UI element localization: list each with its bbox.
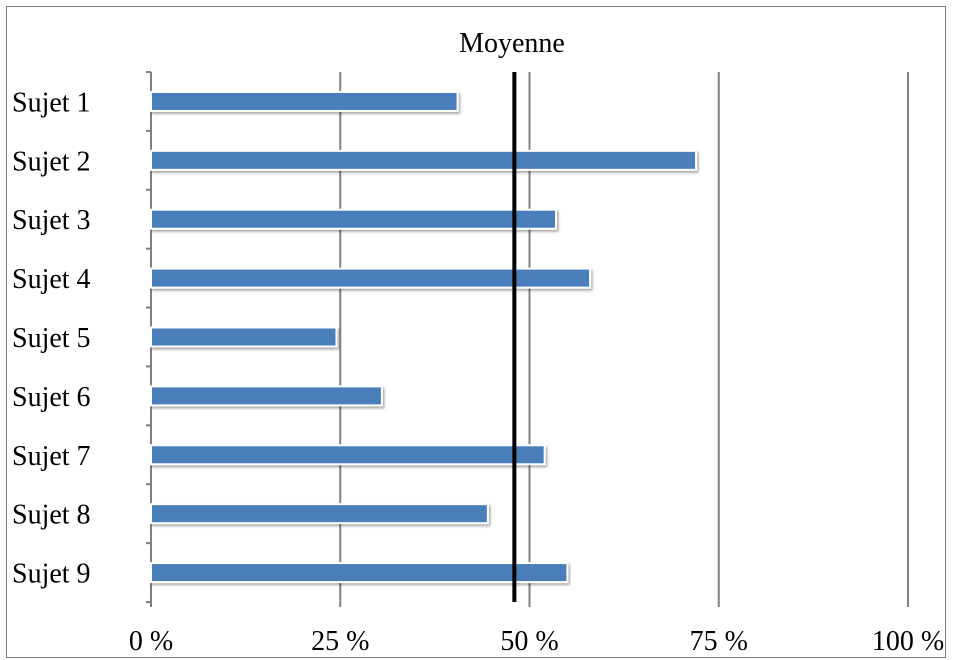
category-label: Sujet 1 bbox=[12, 87, 91, 118]
bar-2 bbox=[150, 149, 698, 171]
bar-9 bbox=[150, 562, 569, 584]
bar-7 bbox=[150, 444, 546, 466]
category-label: Sujet 2 bbox=[12, 146, 91, 177]
category-label: Sujet 3 bbox=[12, 205, 91, 236]
bar-4 bbox=[150, 267, 592, 289]
x-tick-label: 100 % bbox=[872, 626, 944, 657]
x-tick-label: 0 % bbox=[129, 626, 173, 657]
category-label: Sujet 4 bbox=[12, 264, 91, 295]
category-label: Sujet 5 bbox=[12, 323, 91, 354]
bar-6 bbox=[150, 385, 383, 407]
category-label: Sujet 7 bbox=[12, 441, 91, 472]
category-label: Sujet 6 bbox=[12, 382, 91, 413]
bar-1 bbox=[150, 90, 459, 112]
category-label: Sujet 8 bbox=[12, 500, 91, 531]
category-label: Sujet 9 bbox=[12, 559, 91, 590]
bar-5 bbox=[150, 326, 338, 348]
bar-3 bbox=[150, 208, 557, 230]
chart-title: Moyenne bbox=[459, 28, 565, 59]
x-tick-label: 25 % bbox=[311, 626, 369, 657]
bar-8 bbox=[150, 503, 489, 525]
x-tick-label: 75 % bbox=[690, 626, 748, 657]
x-tick-label: 50 % bbox=[500, 626, 558, 657]
